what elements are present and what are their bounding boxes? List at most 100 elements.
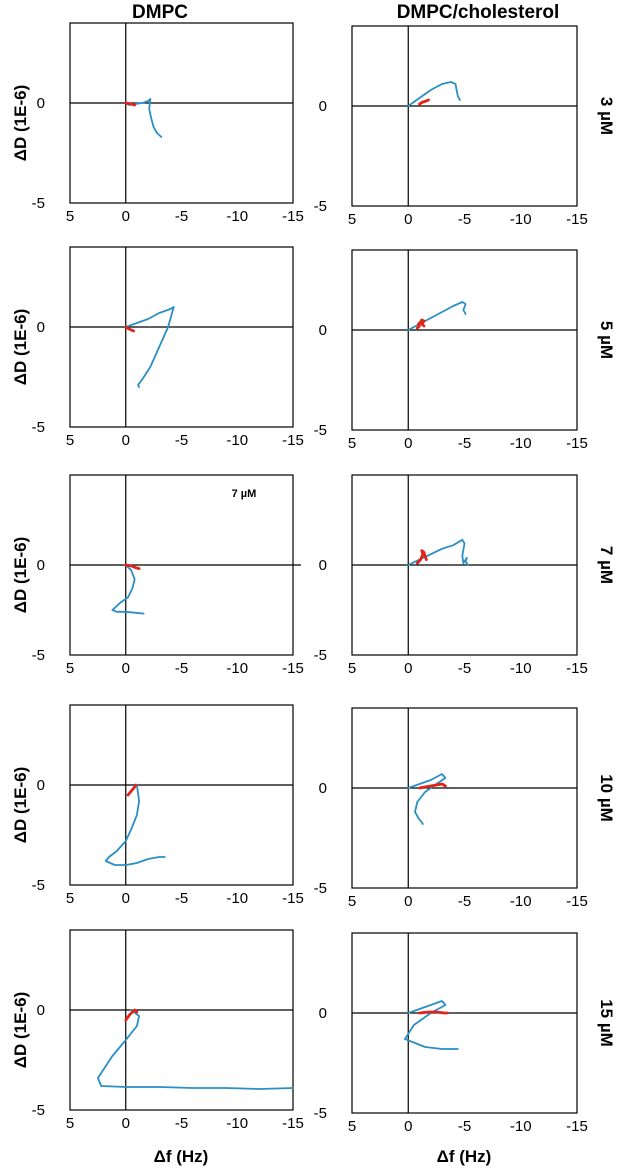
y-tick-label: -5	[314, 880, 327, 897]
row-label-concentration: 5 µM	[597, 321, 616, 359]
plot-frame	[69, 22, 294, 204]
x-tick-label: 5	[348, 893, 356, 910]
row-label-concentration: 15 µM	[597, 999, 616, 1047]
x-tick-label: 5	[348, 1118, 356, 1135]
x-tick-label: -10	[510, 893, 532, 910]
x-tick-label: -15	[566, 893, 588, 910]
y-tick-label: -5	[314, 198, 327, 215]
series-line-red	[415, 549, 428, 565]
series-line-blue	[407, 301, 467, 331]
x-tick-label: -5	[175, 208, 188, 225]
x-tick-label: 0	[404, 660, 412, 677]
y-tick-label: -5	[314, 647, 327, 664]
y-tick-label: -5	[314, 1105, 327, 1122]
series-line-blue	[407, 538, 469, 566]
y-tick-label: 0	[319, 557, 327, 574]
series-line-blue	[403, 1000, 459, 1050]
series-line-red	[418, 782, 447, 790]
x-tick-label: 5	[66, 660, 74, 677]
x-axis-label-left: Δf (Hz)	[154, 1147, 209, 1166]
y-axis-label: ΔD (1E-6)	[11, 767, 30, 843]
x-tick-label: 0	[122, 890, 130, 907]
panel-dmpc-cholesterol-row-2: 5 0 -5 -10 -15 -5 0 5 µM	[314, 249, 616, 452]
series-line-red	[124, 1008, 139, 1022]
series-line-red	[124, 101, 137, 107]
x-tick-label: 0	[122, 432, 130, 449]
plot-frame	[351, 707, 578, 889]
x-tick-label: 0	[404, 1118, 412, 1135]
x-tick-label: -10	[226, 432, 248, 449]
x-tick-label: -10	[226, 890, 248, 907]
x-tick-label: -5	[175, 890, 188, 907]
x-tick-label: -5	[458, 1118, 471, 1135]
panel-dmpc-cholesterol-row-5: 5 0 -5 -10 -15 -5 0 15 µM	[314, 932, 616, 1135]
panel-dmpc-row-3: 5 0 -5 -10 -15 -5 0 7 µM ΔD (1E-6)	[11, 474, 304, 677]
y-tick-label: 0	[37, 557, 45, 574]
x-tick-label: 0	[122, 208, 130, 225]
series-line-blue	[97, 1009, 294, 1090]
x-tick-label: 5	[66, 432, 74, 449]
series-line-red	[126, 783, 138, 797]
x-tick-label: 5	[66, 890, 74, 907]
x-tick-label: 0	[122, 660, 130, 677]
y-tick-label: -5	[32, 647, 45, 664]
x-tick-label: -10	[226, 660, 248, 677]
y-tick-label: 0	[319, 322, 327, 339]
x-tick-label: -15	[282, 660, 304, 677]
x-tick-label: 0	[122, 1115, 130, 1132]
x-tick-label: -15	[566, 211, 588, 228]
panel-dmpc-row-1: 5 0 -5 -10 -15 -5 0 ΔD (1E-6)	[11, 22, 304, 225]
series-line-red	[415, 318, 426, 330]
plot-frame	[351, 932, 578, 1114]
series-line-red	[418, 1010, 450, 1015]
y-axis-label: ΔD (1E-6)	[11, 992, 30, 1068]
x-tick-label: -5	[175, 660, 188, 677]
y-tick-label: -5	[32, 195, 45, 212]
x-tick-label: 5	[348, 435, 356, 452]
plot-frame	[69, 246, 294, 428]
x-tick-label: -15	[566, 1118, 588, 1135]
series-line-blue	[111, 564, 145, 615]
x-tick-label: 0	[404, 435, 412, 452]
x-tick-label: -10	[226, 208, 248, 225]
panel-dmpc-row-5: 5 0 -5 -10 -15 -5 0 ΔD (1E-6)	[11, 929, 304, 1132]
y-tick-label: -5	[314, 422, 327, 439]
panel-dmpc-cholesterol-row-1: 5 0 -5 -10 -15 -5 0 3 µM	[314, 25, 616, 228]
x-tick-label: -5	[458, 893, 471, 910]
x-tick-label: -15	[566, 435, 588, 452]
column-title-dmpc-cholesterol: DMPC/cholesterol	[397, 2, 560, 23]
x-tick-label: 5	[348, 660, 356, 677]
x-tick-label: 5	[348, 211, 356, 228]
plot-frame	[351, 249, 578, 431]
x-tick-label: -10	[510, 1118, 532, 1135]
y-tick-label: 0	[37, 319, 45, 336]
panel-dmpc-row-4: 5 0 -5 -10 -15 -5 0 ΔD (1E-6)	[11, 704, 304, 907]
x-tick-label: 0	[404, 893, 412, 910]
y-tick-label: -5	[32, 419, 45, 436]
x-tick-label: 5	[66, 208, 74, 225]
x-tick-label: -10	[226, 1115, 248, 1132]
panel-dmpc-row-2: 5 0 -5 -10 -15 -5 0 ΔD (1E-6)	[11, 246, 304, 449]
x-tick-label: -5	[458, 660, 471, 677]
column-title-dmpc: DMPC	[132, 2, 188, 23]
series-line-blue	[124, 306, 175, 388]
plot-frame	[69, 704, 294, 886]
x-tick-label: -15	[566, 660, 588, 677]
series-line-red	[124, 325, 136, 333]
plot-frame	[69, 929, 294, 1111]
x-tick-label: -15	[282, 890, 304, 907]
row-label-concentration: 7 µM	[597, 546, 616, 584]
panel-dmpc-cholesterol-row-4: 5 0 -5 -10 -15 -5 0 10 µM	[314, 707, 616, 910]
y-tick-label: 0	[319, 780, 327, 797]
y-axis-label: ΔD (1E-6)	[11, 309, 30, 385]
x-tick-label: 0	[404, 211, 412, 228]
panel-dmpc-cholesterol-row-3: 5 0 -5 -10 -15 -5 0 7 µM	[314, 474, 616, 677]
row-label-concentration: 3 µM	[597, 97, 616, 135]
x-tick-label: -15	[282, 1115, 304, 1132]
series-line-blue	[407, 773, 447, 825]
row-label-concentration: 10 µM	[597, 774, 616, 822]
series-line-blue	[407, 81, 461, 107]
x-tick-label: -5	[175, 432, 188, 449]
x-tick-label: -15	[282, 208, 304, 225]
